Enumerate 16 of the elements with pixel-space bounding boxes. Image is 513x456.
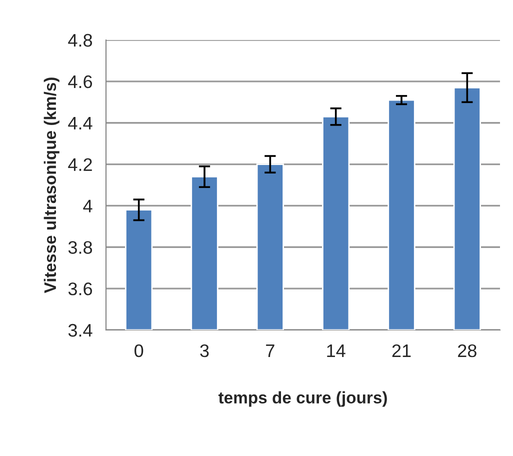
x-tick-label: 14 <box>327 344 346 357</box>
y-tick-label: 3.6 <box>68 282 92 296</box>
y-tick-label: 4.6 <box>68 75 92 88</box>
x-tick-label: 7 <box>266 344 274 357</box>
y-axis-title: Vitesse ultrasonique (km/s) <box>44 78 60 294</box>
x-tick-label: 0 <box>134 344 144 358</box>
x-axis-title: temps de cure (jours) <box>218 391 387 407</box>
y-tick-label: 4 <box>83 200 92 212</box>
y-tick-label: 4.8 <box>68 34 92 47</box>
x-tick-label: 21 <box>392 344 411 357</box>
x-tick-label: 28 <box>458 344 476 358</box>
x-tick-label: 3 <box>200 344 209 358</box>
y-tick-label: 3.8 <box>68 241 92 254</box>
y-tick-label: 4.2 <box>68 158 92 171</box>
y-tick-label: 3.4 <box>68 324 92 337</box>
y-tick-label: 4.4 <box>68 116 92 130</box>
